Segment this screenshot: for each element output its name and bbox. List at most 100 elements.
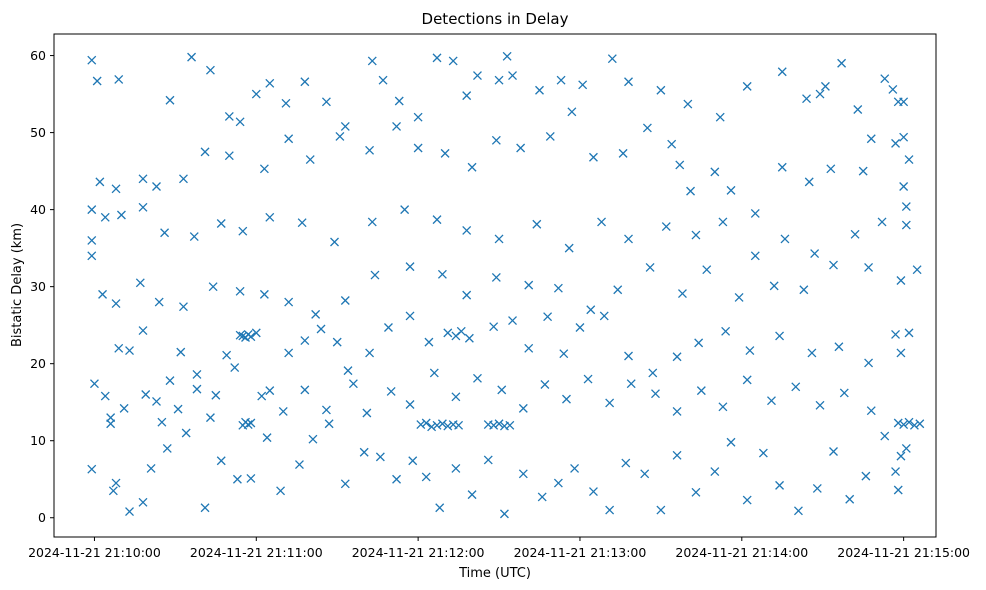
data-point xyxy=(505,420,515,430)
data-point xyxy=(405,400,415,409)
data-point xyxy=(866,134,876,144)
data-point xyxy=(775,480,785,490)
data-point xyxy=(912,265,922,275)
data-point xyxy=(656,85,666,95)
data-point xyxy=(125,507,134,517)
data-point xyxy=(915,419,925,429)
data-point xyxy=(87,464,97,474)
data-point xyxy=(394,96,404,106)
data-point xyxy=(276,486,286,496)
data-point xyxy=(87,55,97,65)
data-point xyxy=(489,322,499,332)
data-point xyxy=(896,276,906,285)
data-point xyxy=(588,152,598,162)
data-point xyxy=(427,422,437,432)
data-point xyxy=(235,330,245,340)
data-point xyxy=(710,467,720,476)
data-point xyxy=(861,471,871,481)
data-point xyxy=(205,413,215,423)
data-point xyxy=(378,75,388,85)
data-point xyxy=(791,382,801,392)
data-point xyxy=(829,447,838,456)
data-point xyxy=(284,297,294,307)
x-axis-label: Time (UTC) xyxy=(458,566,531,581)
data-point xyxy=(508,71,517,81)
data-point xyxy=(324,419,334,429)
data-point xyxy=(473,373,482,383)
data-point xyxy=(845,494,855,504)
data-point xyxy=(540,380,550,389)
data-point xyxy=(222,350,232,360)
data-point xyxy=(400,205,410,215)
data-point xyxy=(432,420,442,430)
data-point xyxy=(559,349,569,359)
data-point xyxy=(456,326,466,336)
data-point xyxy=(777,162,787,172)
chart-title: Detections in Delay xyxy=(422,10,569,28)
data-point xyxy=(769,281,779,291)
data-point xyxy=(87,235,97,245)
data-point xyxy=(675,160,685,170)
data-point xyxy=(718,402,728,412)
data-point xyxy=(432,53,442,63)
data-point xyxy=(251,328,261,338)
data-point xyxy=(152,396,161,406)
data-point xyxy=(300,336,310,346)
data-point xyxy=(518,469,528,479)
data-point xyxy=(901,220,911,230)
data-point xyxy=(108,486,118,496)
data-point xyxy=(613,285,623,295)
data-point xyxy=(904,328,914,338)
data-point xyxy=(535,85,544,95)
data-point xyxy=(230,363,240,372)
data-point xyxy=(224,111,234,121)
data-point xyxy=(464,333,474,343)
data-point xyxy=(780,234,790,244)
data-point xyxy=(284,348,294,358)
data-point xyxy=(111,478,121,488)
data-point xyxy=(125,346,134,356)
data-point xyxy=(553,283,563,293)
data-point xyxy=(702,265,712,275)
data-point xyxy=(246,418,256,428)
data-point xyxy=(179,302,188,312)
data-point xyxy=(626,379,636,389)
data-point xyxy=(330,237,339,247)
data-point xyxy=(742,375,752,385)
data-point xyxy=(672,406,682,416)
data-point xyxy=(265,78,275,88)
data-point xyxy=(367,217,377,227)
data-point xyxy=(435,503,445,513)
data-point xyxy=(734,292,744,302)
data-point xyxy=(157,417,167,427)
data-point xyxy=(829,260,838,270)
data-point xyxy=(866,406,876,416)
data-point xyxy=(467,490,477,500)
data-point xyxy=(896,451,906,461)
data-point xyxy=(750,251,760,261)
data-point xyxy=(359,447,369,457)
y-tick-label: 60 xyxy=(30,48,46,63)
data-point xyxy=(114,343,124,353)
data-point xyxy=(810,249,820,258)
data-point xyxy=(440,148,450,158)
data-point xyxy=(891,138,901,148)
data-point xyxy=(454,420,464,430)
data-point xyxy=(896,348,906,358)
data-point xyxy=(880,74,890,84)
x-tick-label: 2024-11-21 21:13:00 xyxy=(514,545,647,560)
data-point xyxy=(386,386,396,396)
data-point xyxy=(281,98,291,108)
data-point xyxy=(176,347,186,357)
data-point xyxy=(891,329,901,339)
data-point xyxy=(815,400,825,410)
data-point xyxy=(340,121,350,131)
data-point xyxy=(494,419,504,429)
data-point xyxy=(189,232,199,242)
data-point xyxy=(864,358,874,368)
data-point xyxy=(605,398,615,408)
data-point xyxy=(694,338,704,348)
data-point xyxy=(443,328,453,338)
data-point xyxy=(532,219,542,229)
data-point xyxy=(605,505,615,515)
